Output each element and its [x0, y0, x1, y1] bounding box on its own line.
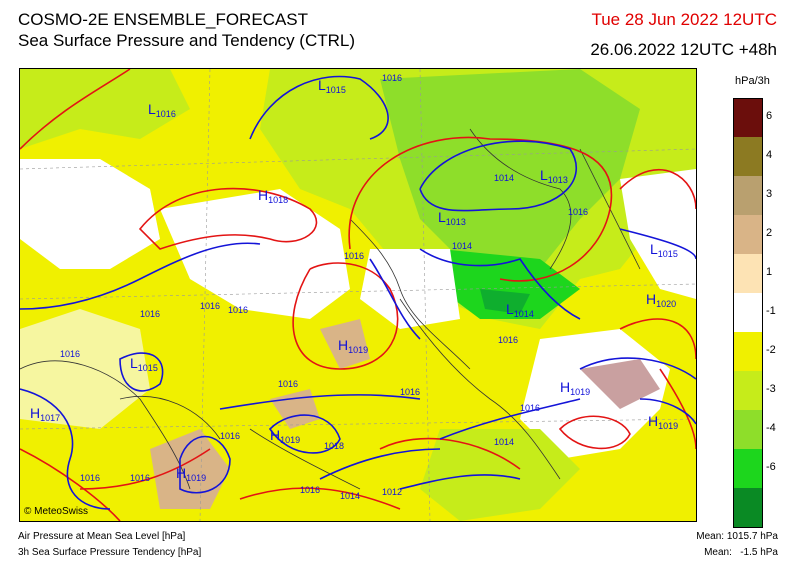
isobar-label: 1012	[382, 487, 403, 497]
legend-swatch	[733, 98, 763, 138]
pressure-center-low: L1013	[438, 209, 466, 227]
footer-line1: Air Pressure at Mean Sea Level [hPa]	[18, 531, 186, 542]
isobar-label: 1014	[494, 173, 515, 183]
isobar-label: 1016	[60, 349, 81, 359]
pressure-center-low: L1015	[318, 77, 346, 95]
legend-label: -6	[766, 461, 776, 473]
isobar-label: 1014	[494, 437, 515, 447]
map-field	[20, 69, 696, 521]
legend-label: 3	[766, 188, 773, 200]
isobar-label: 1016	[228, 305, 249, 315]
run-time: 26.06.2022 12UTC +48h	[590, 40, 777, 59]
isobar-label: 1016	[498, 335, 519, 345]
isobar-label: 1016	[400, 387, 421, 397]
isobar-label: 1016	[140, 309, 161, 319]
legend-swatch	[733, 449, 763, 488]
legend-label: -4	[766, 422, 776, 434]
pressure-center-high: H1019	[338, 337, 369, 355]
isobar-label: 1016	[200, 301, 221, 311]
pressure-center-low: L1013	[540, 167, 568, 185]
legend-label: 4	[766, 149, 773, 161]
chart-title: COSMO-2E ENSEMBLE_FORECAST	[18, 10, 309, 29]
pressure-center-low: L1014	[506, 301, 534, 319]
pressure-center-high: H1019	[648, 413, 679, 431]
legend-swatch	[733, 137, 763, 176]
pressure-center-low: L1016	[148, 101, 176, 119]
footer-mean1: Mean: 1015.7 hPa	[696, 531, 778, 542]
legend-label: 6	[766, 110, 773, 122]
isobar-label: 1016	[344, 251, 365, 261]
legend-label: 1	[766, 266, 773, 278]
pressure-center-high: H1019	[560, 379, 591, 397]
isobar-label: 1018	[324, 441, 345, 451]
footer-line2: 3h Sea Surface Pressure Tendency [hPa]	[18, 547, 202, 558]
isobar-label: 1014	[340, 491, 361, 501]
pressure-center-high: H1020	[646, 291, 677, 309]
legend-swatch	[733, 215, 763, 254]
legend-swatch	[733, 410, 763, 449]
legend-swatch	[733, 176, 763, 215]
isobar-label: 1014	[452, 241, 473, 251]
isobar-label: 1016	[130, 473, 151, 483]
pressure-center-low: L1015	[650, 241, 678, 259]
pressure-center-low: L1015	[130, 355, 158, 373]
isobar-label: 1016	[278, 379, 299, 389]
isobar-label: 1016	[520, 403, 541, 413]
legend-swatch	[733, 332, 763, 371]
pressure-center-high: H1019	[176, 465, 207, 483]
isobar-label: 1016	[80, 473, 101, 483]
isobar-label: 1016	[220, 431, 241, 441]
legend-label: -3	[766, 383, 776, 395]
isobar-label: 1016	[382, 73, 403, 83]
legend-swatch	[733, 371, 763, 410]
footer-mean2: Mean: -1.5 hPa	[704, 547, 778, 558]
legend-swatch	[733, 254, 763, 293]
chart-subtitle: Sea Surface Pressure and Tendency (CTRL)	[18, 31, 356, 50]
legend-swatch	[733, 293, 763, 332]
pressure-center-high: H1019	[270, 427, 301, 445]
forecast-map: L1016 L1015 H1018 L1013 L1013 L1014 L101…	[19, 68, 697, 522]
legend-swatch	[733, 488, 763, 528]
pressure-center-high: H1018	[258, 187, 289, 205]
legend-label: -1	[766, 305, 776, 317]
isobar-label: 1016	[568, 207, 589, 217]
pressure-center-high: H1017	[30, 405, 61, 423]
legend-label: 2	[766, 227, 773, 239]
copyright: © MeteoSwiss	[24, 506, 89, 517]
legend-unit: hPa/3h	[735, 75, 770, 87]
legend-label: -2	[766, 344, 776, 356]
valid-time: Tue 28 Jun 2022 12UTC	[591, 10, 777, 29]
isobar-label: 1016	[300, 485, 321, 495]
